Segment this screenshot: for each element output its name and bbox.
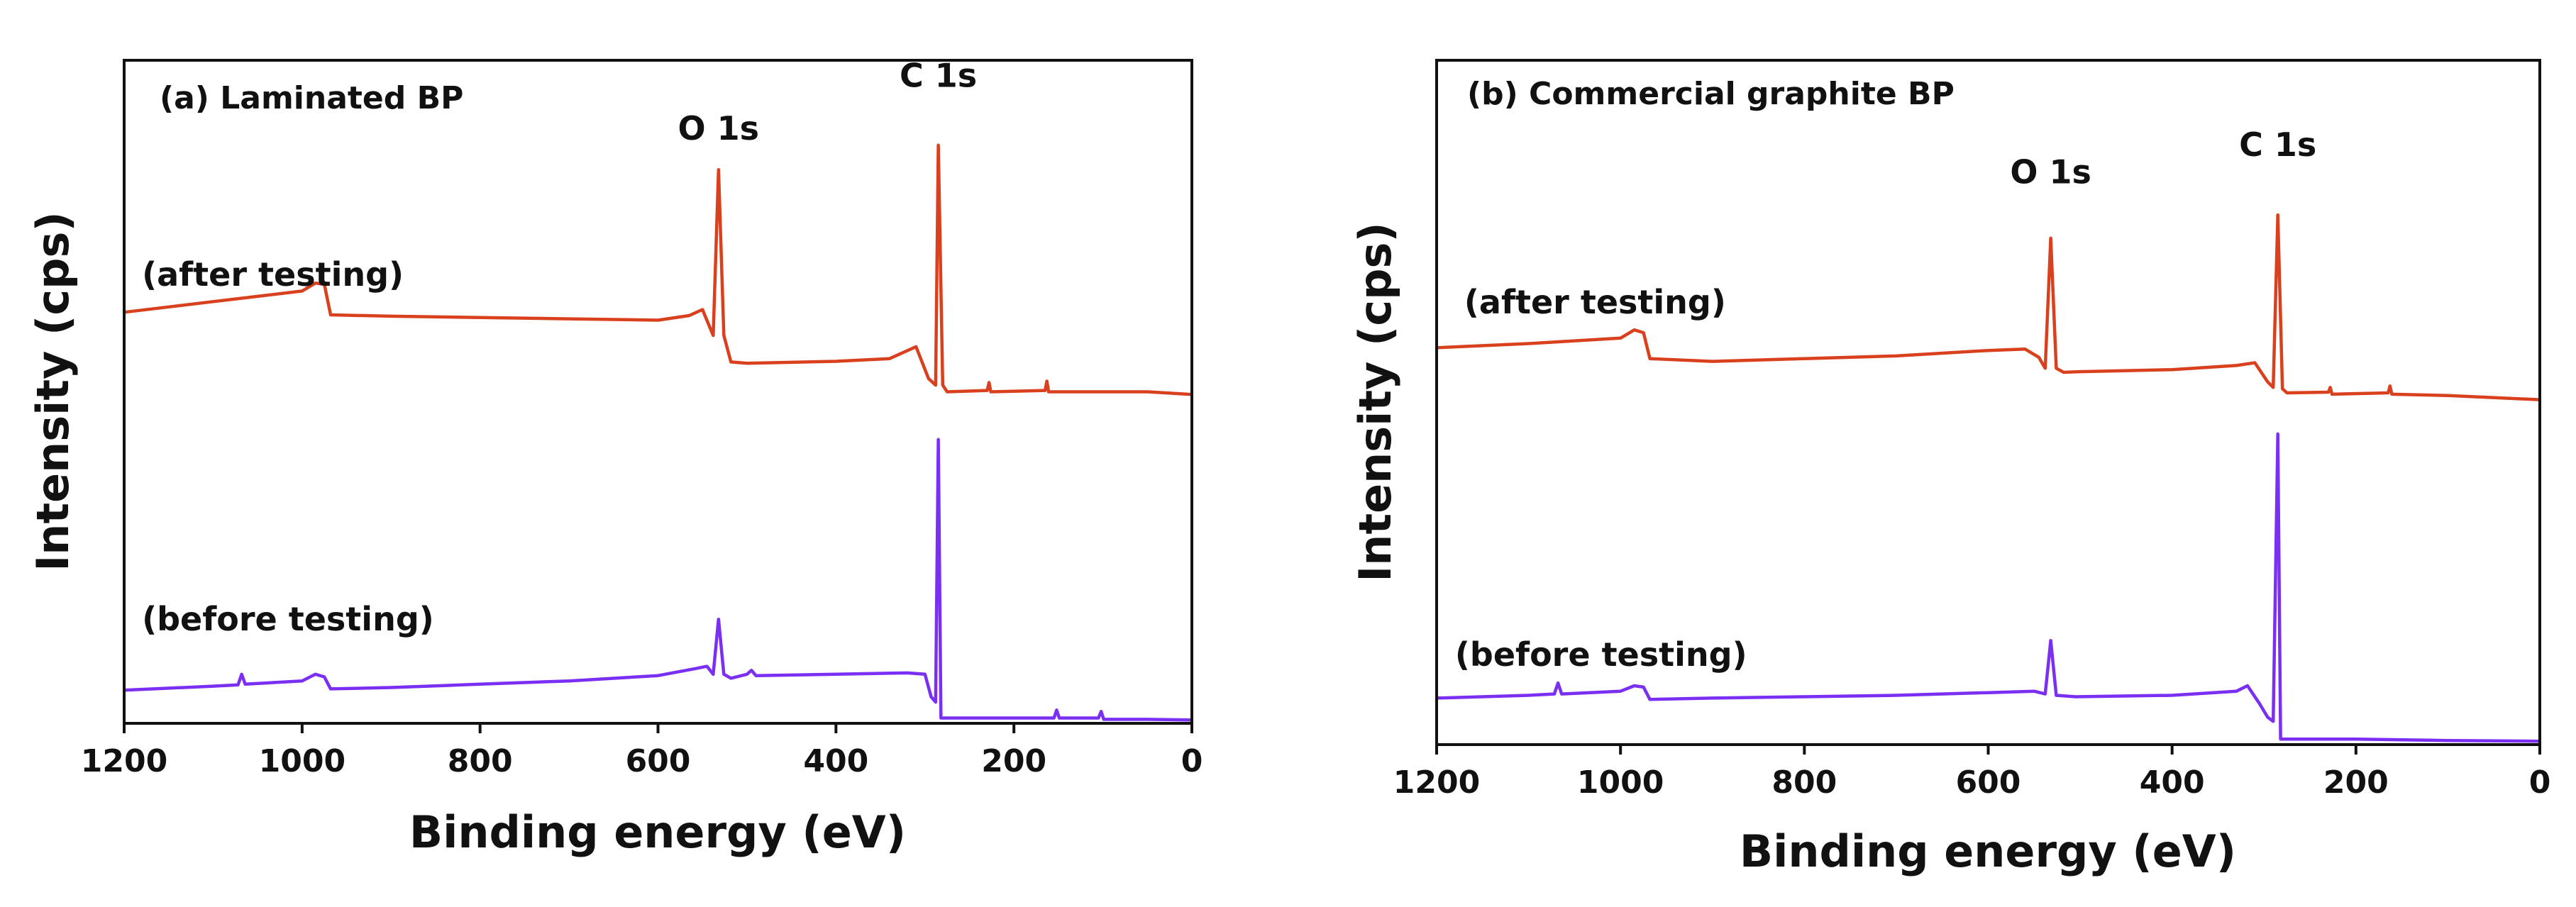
peak-label-o1s: O 1s	[678, 109, 760, 148]
panel-label: (b) Commercial graphite BP	[1467, 76, 1955, 112]
x-tick-label: 1000	[259, 743, 346, 779]
series-lines	[123, 143, 1193, 722]
chart-panel-a: 1200 1000 800 600 400 200 0 (a) Laminated BP O…	[27, 56, 1203, 858]
x-tick-label: 0	[1181, 743, 1203, 779]
series-line-before-testing	[1436, 432, 2541, 743]
series-line-after-testing	[1436, 213, 2541, 401]
x-tick-label: 1200	[1393, 764, 1480, 801]
series-line-after-testing	[123, 143, 1193, 396]
y-axis-title: Intensity (cps)	[1349, 222, 1401, 582]
series-label-before-testing: (before testing)	[1455, 635, 1747, 674]
x-tick-label: 800	[1771, 764, 1837, 801]
x-tick-label: 200	[981, 743, 1046, 779]
peak-label-o1s: O 1s	[2010, 153, 2091, 191]
panel-label: (a) Laminated BP	[160, 80, 463, 116]
chart-panel-b: 1200 1000 800 600 400 200 0 (b) Commercial gra…	[1349, 59, 2551, 877]
x-tick-label: 800	[448, 743, 513, 779]
peak-label-c1s: C 1s	[900, 56, 977, 94]
x-tick-label: 0	[2529, 764, 2551, 801]
x-axis-ticks: 1200 1000 800 600 400 200 0	[81, 723, 1203, 779]
series-lines	[1436, 213, 2541, 743]
series-line-before-testing	[123, 438, 1193, 722]
series-label-after-testing: (after testing)	[1464, 283, 1726, 321]
x-axis-title: Binding energy (eV)	[409, 806, 906, 858]
x-tick-label: 600	[1956, 764, 2021, 801]
series-label-after-testing: (after testing)	[142, 255, 404, 294]
x-axis-ticks: 1200 1000 800 600 400 200 0	[1393, 745, 2551, 801]
series-label-before-testing: (before testing)	[142, 600, 434, 638]
x-tick-label: 400	[803, 743, 868, 779]
x-tick-label: 1000	[1577, 764, 1664, 801]
x-tick-label: 200	[2323, 764, 2389, 801]
x-tick-label: 600	[626, 743, 691, 779]
y-axis-title: Intensity (cps)	[27, 211, 79, 572]
x-axis-title: Binding energy (eV)	[1740, 825, 2236, 877]
x-tick-label: 1200	[81, 743, 167, 779]
x-tick-label: 400	[2140, 764, 2205, 801]
peak-label-c1s: C 1s	[2239, 126, 2316, 164]
